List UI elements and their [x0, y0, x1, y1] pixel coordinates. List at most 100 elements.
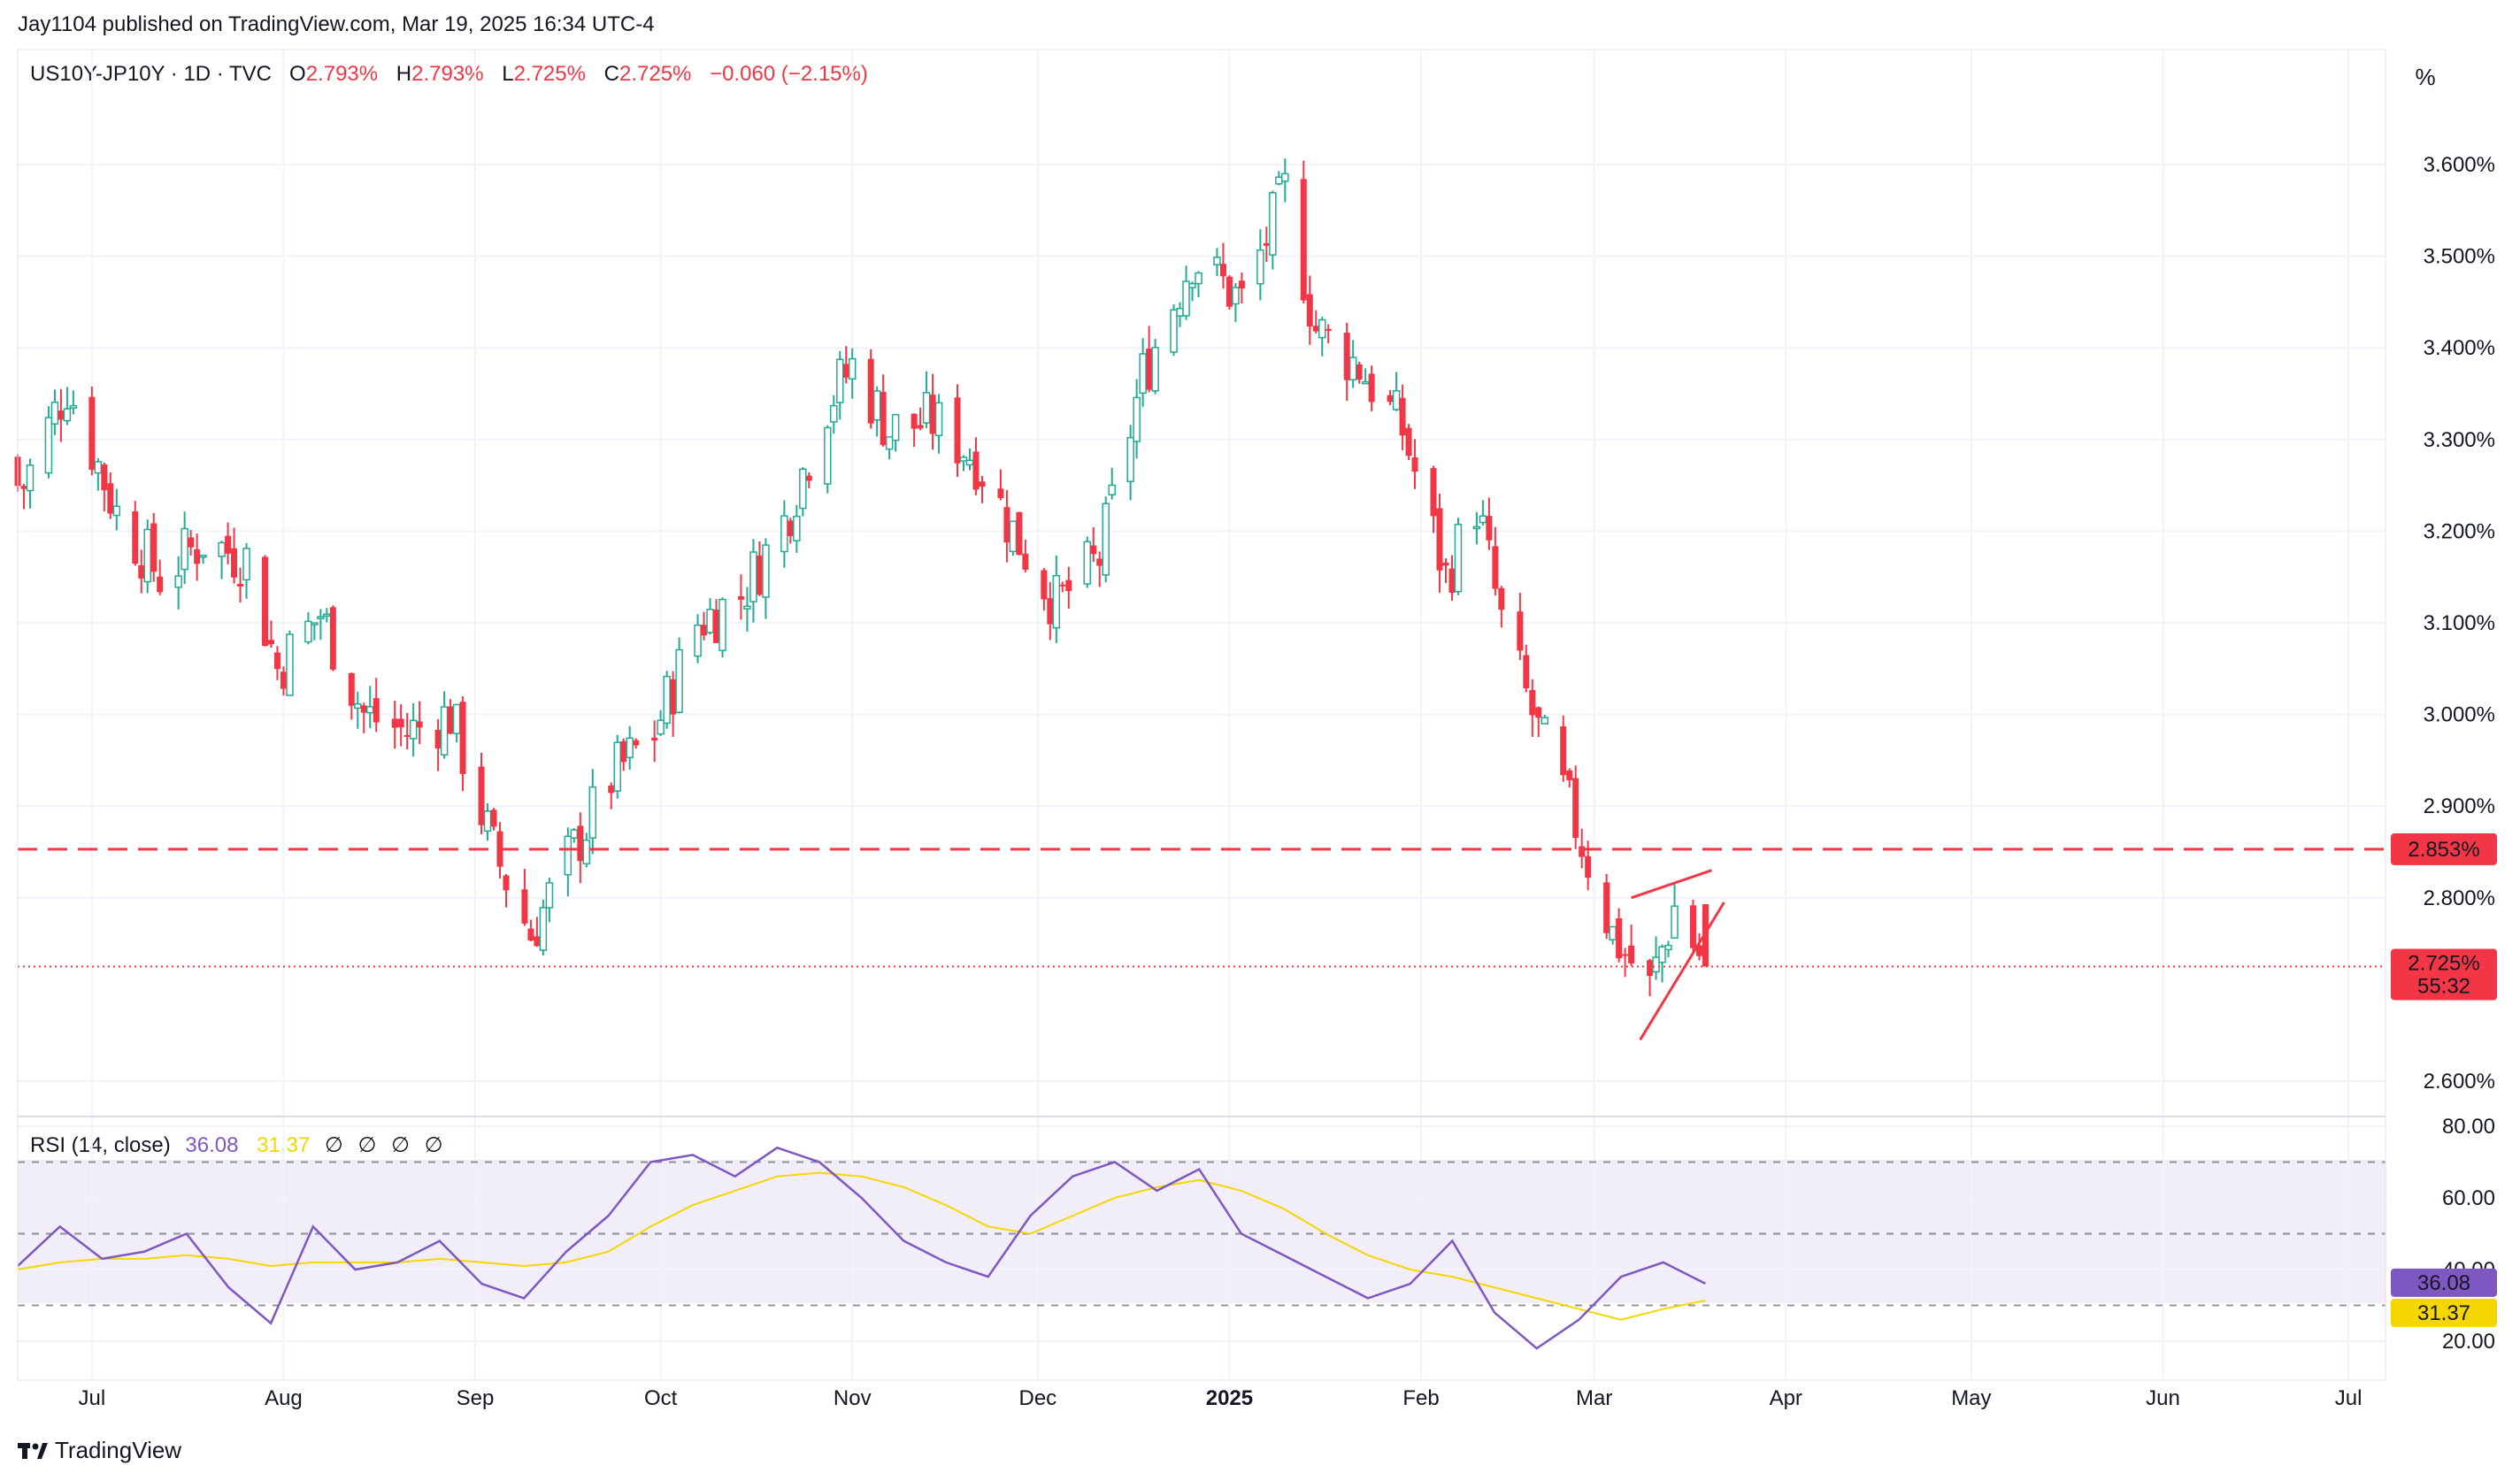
candle-down [1047, 598, 1054, 625]
candle-up [588, 786, 597, 839]
candle-down [917, 425, 924, 429]
candle-up [706, 609, 714, 633]
candle-up [26, 464, 35, 492]
candle-up [1318, 318, 1326, 339]
candle-down [397, 718, 404, 728]
candle-up [143, 528, 151, 583]
percent-scale-button[interactable]: % [2415, 63, 2436, 90]
rsi-line [17, 1146, 1706, 1350]
candle-down [651, 737, 658, 741]
grid-lines [18, 50, 2386, 1380]
price-tick-label: 3.100% [2424, 611, 2495, 635]
footer: TradingView [18, 1437, 181, 1464]
candle-down [1343, 332, 1350, 380]
candle-up [934, 402, 943, 437]
candle-down [1325, 328, 1332, 331]
candle-down [1065, 579, 1072, 592]
candle-up [1188, 282, 1196, 288]
candle-down [478, 766, 485, 825]
candle-up [1195, 272, 1202, 285]
candle-down [1096, 558, 1103, 566]
candle-down [1572, 778, 1579, 839]
candle-up [848, 357, 857, 380]
candle-down [1616, 918, 1623, 959]
candle-up [1664, 944, 1672, 951]
candle-down [842, 364, 849, 378]
axis-labels-layer: 3.600% 3.500% 3.400% 3.300% 3.200% 3.100% 3.00… [78, 153, 2497, 1410]
candle-down [979, 481, 986, 487]
rsi-band-fill [18, 1160, 2386, 1303]
candle-down [132, 510, 139, 564]
symbol-name[interactable]: US10Y-JP10Y · 1D · TVC [30, 62, 273, 86]
candle-down [737, 596, 744, 600]
candle-down [1647, 960, 1654, 977]
candle-down [459, 702, 466, 774]
candle-down [88, 396, 96, 471]
candle-down [58, 411, 65, 420]
candle-down [503, 875, 510, 891]
wedge-lower-trendline [1639, 902, 1725, 1041]
candle-down [1529, 689, 1536, 716]
time-tick-label: Nov [834, 1386, 872, 1410]
rsi-lines-layer [17, 1146, 1706, 1350]
na-value: ∅ [357, 1133, 377, 1157]
price-pane-border [17, 49, 2386, 1117]
candle-down [527, 928, 534, 941]
candle-down [1003, 507, 1010, 543]
candle-up [286, 633, 294, 696]
candle-up [174, 575, 182, 588]
rsi-band-lines [18, 1161, 2386, 1307]
candle-up [1052, 574, 1061, 629]
candle-down [225, 535, 232, 554]
candle-down [1628, 945, 1635, 963]
candle-up [1108, 484, 1116, 495]
last-price-label: 2.725% [2408, 952, 2479, 976]
change-value: −0.060 (−2.15%) [710, 62, 868, 86]
candle-up [836, 358, 844, 403]
candle-down [20, 486, 27, 489]
candle-up [1213, 257, 1221, 265]
candle-up [1126, 436, 1134, 482]
candle-down [1523, 655, 1530, 689]
candle-down [880, 391, 887, 446]
candle-down [534, 936, 541, 947]
rsi-value-label: 36.08 [2417, 1271, 2470, 1295]
candle-down [360, 705, 367, 713]
rsi-ma-label-bg [2391, 1298, 2497, 1327]
candle-down [1430, 468, 1437, 517]
time-tick-label: Aug [265, 1386, 303, 1410]
candle-up [885, 436, 894, 450]
candle-down [1399, 397, 1406, 436]
candle-down [1579, 846, 1586, 857]
footer-brand[interactable]: TradingView [55, 1437, 182, 1463]
candle-up [613, 741, 621, 792]
candle-up [354, 702, 362, 710]
rsi-value: 36.08 [185, 1133, 239, 1157]
candle-up [1609, 925, 1617, 940]
candle-up [626, 737, 634, 758]
candle-down [1492, 546, 1499, 589]
candle-down [910, 413, 918, 429]
price-tick-label: 2.800% [2424, 886, 2495, 910]
rsi-title[interactable]: RSI (14, close) [30, 1133, 171, 1157]
rsi-tick-label: 80.00 [2442, 1115, 2495, 1139]
candle-down [1016, 511, 1023, 556]
last-price-label-bg [2391, 948, 2497, 1001]
rsi-tick-label: 60.00 [2442, 1186, 2495, 1210]
low-value: 2.725% [513, 62, 586, 86]
candle-down [633, 740, 640, 746]
candle-up [483, 810, 492, 833]
price-tick-label: 3.000% [2424, 703, 2495, 727]
candle-up [1361, 380, 1370, 385]
resistance-label-bg [2391, 833, 2497, 865]
candle-up [311, 622, 319, 625]
high-value: 2.793% [411, 62, 484, 86]
candle-up [366, 706, 374, 714]
candle-up [440, 706, 449, 756]
candle-up [965, 459, 974, 466]
candle-down [1306, 294, 1313, 327]
candle-up [1392, 390, 1401, 411]
open-label: O [289, 62, 306, 86]
candle-down [1702, 904, 1709, 967]
